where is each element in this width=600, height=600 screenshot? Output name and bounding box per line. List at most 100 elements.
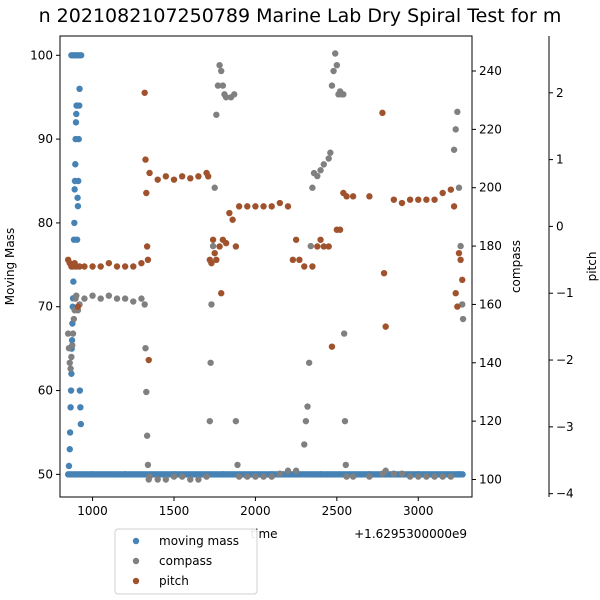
- pitch-point: [301, 263, 308, 270]
- compass-point: [73, 292, 80, 299]
- pitch-point: [439, 189, 446, 197]
- pitch-point: [320, 243, 328, 250]
- pitch-point: [406, 196, 414, 203]
- compass-point: [209, 242, 217, 250]
- x-tick-label: 2000: [240, 504, 271, 518]
- compass-point: [141, 301, 148, 308]
- pitch-point: [222, 239, 230, 247]
- pitch-point: [195, 173, 202, 180]
- compass-point: [178, 473, 186, 480]
- compass-point: [207, 359, 214, 366]
- compass-point: [69, 330, 77, 337]
- pitch-point: [459, 276, 466, 284]
- moving-mass-point: [219, 471, 227, 478]
- compass-point: [113, 295, 121, 302]
- pitch-axis-label: pitch: [585, 252, 599, 282]
- compass-tick-label: 240: [479, 64, 502, 78]
- pitch-point: [244, 203, 251, 210]
- moving-mass-point: [76, 387, 84, 394]
- pitch-point: [141, 89, 148, 96]
- pitch-point: [382, 323, 389, 330]
- moving-mass-axis: 50 60 70 80 90 100: [30, 48, 60, 481]
- pitch-point: [162, 173, 170, 180]
- pitch-point: [209, 236, 217, 243]
- pitch-point: [143, 189, 150, 197]
- moving-mass-point: [317, 471, 324, 478]
- compass-axis: 100 120 140 160 180 200 220 240: [472, 64, 502, 486]
- pitch-point: [343, 193, 350, 200]
- pitch-point: [336, 226, 344, 233]
- compass-point: [330, 67, 337, 75]
- compass-point: [317, 167, 324, 174]
- pitch-point: [216, 243, 223, 250]
- compass-point: [219, 82, 227, 89]
- pitch-point: [349, 193, 357, 200]
- compass-point: [208, 301, 215, 308]
- compass-point: [195, 476, 202, 483]
- compass-tick-label: 140: [479, 356, 502, 370]
- pitch-point: [423, 196, 430, 203]
- pitch-point: [113, 263, 121, 270]
- compass-tick-label: 100: [479, 472, 502, 486]
- compass-point: [232, 417, 240, 425]
- pitch-point: [309, 263, 316, 270]
- moving-mass-tick-label: 60: [38, 384, 53, 398]
- moving-mass-point: [74, 202, 82, 210]
- pitch-point: [450, 203, 458, 210]
- legend-marker-pitch: [132, 577, 140, 585]
- pitch-axis: −4 −3 −2 −1 0 1 2: [548, 36, 574, 501]
- pitch-point: [454, 303, 461, 310]
- pitch-tick-label: 2: [556, 86, 564, 100]
- pitch-point: [260, 203, 267, 210]
- pitch-point: [317, 236, 324, 243]
- pitch-point: [146, 169, 153, 177]
- compass-point: [284, 467, 292, 474]
- pitch-point: [268, 203, 275, 210]
- moving-mass-point: [68, 370, 75, 377]
- legend-marker-compass: [132, 557, 140, 565]
- moving-mass-point: [64, 471, 72, 478]
- compass-point: [146, 473, 153, 480]
- compass-point: [450, 146, 458, 153]
- compass-point: [170, 473, 178, 480]
- pitch-point: [89, 263, 96, 270]
- pitch-point: [431, 196, 438, 203]
- moving-mass-tick-label: 50: [38, 467, 53, 481]
- pitch-tick-label: −2: [556, 353, 574, 367]
- pitch-point: [252, 203, 259, 210]
- pitch-point: [81, 263, 88, 270]
- compass-point: [452, 126, 459, 133]
- moving-mass-point: [73, 110, 80, 118]
- time-axis: 1000 1500 2000 2500 3000: [77, 497, 434, 518]
- pitch-point: [226, 209, 233, 217]
- pitch-point: [229, 216, 236, 223]
- moving-mass-point: [77, 404, 84, 411]
- compass-point: [105, 292, 113, 299]
- compass-point: [244, 473, 251, 480]
- pitch-point: [390, 196, 398, 203]
- pitch-tick-label: −1: [556, 286, 574, 300]
- compass-point: [68, 353, 75, 361]
- compass-point: [138, 295, 145, 302]
- compass-tick-label: 120: [479, 414, 502, 428]
- compass-point: [320, 161, 328, 168]
- compass-point: [143, 388, 150, 396]
- compass-point: [455, 184, 463, 191]
- compass-tick-label: 200: [479, 181, 502, 195]
- compass-point: [187, 476, 194, 483]
- compass-point: [252, 473, 259, 480]
- compass-point: [304, 403, 311, 410]
- compass-point: [234, 461, 241, 469]
- pitch-point: [292, 236, 300, 243]
- moving-mass-axis-label: Moving Mass: [3, 228, 17, 305]
- compass-point: [390, 470, 398, 477]
- moving-mass-point: [66, 446, 73, 453]
- compass-tick-label: 180: [479, 239, 502, 253]
- compass-point: [206, 417, 214, 425]
- moving-mass-point: [77, 420, 85, 428]
- moving-mass-point: [74, 194, 81, 201]
- chart-title: n 2021082107250789 Marine Lab Dry Spiral…: [39, 5, 562, 27]
- pitch-point: [204, 173, 212, 180]
- x-tick-label: 1000: [77, 504, 108, 518]
- pitch-point: [415, 196, 422, 203]
